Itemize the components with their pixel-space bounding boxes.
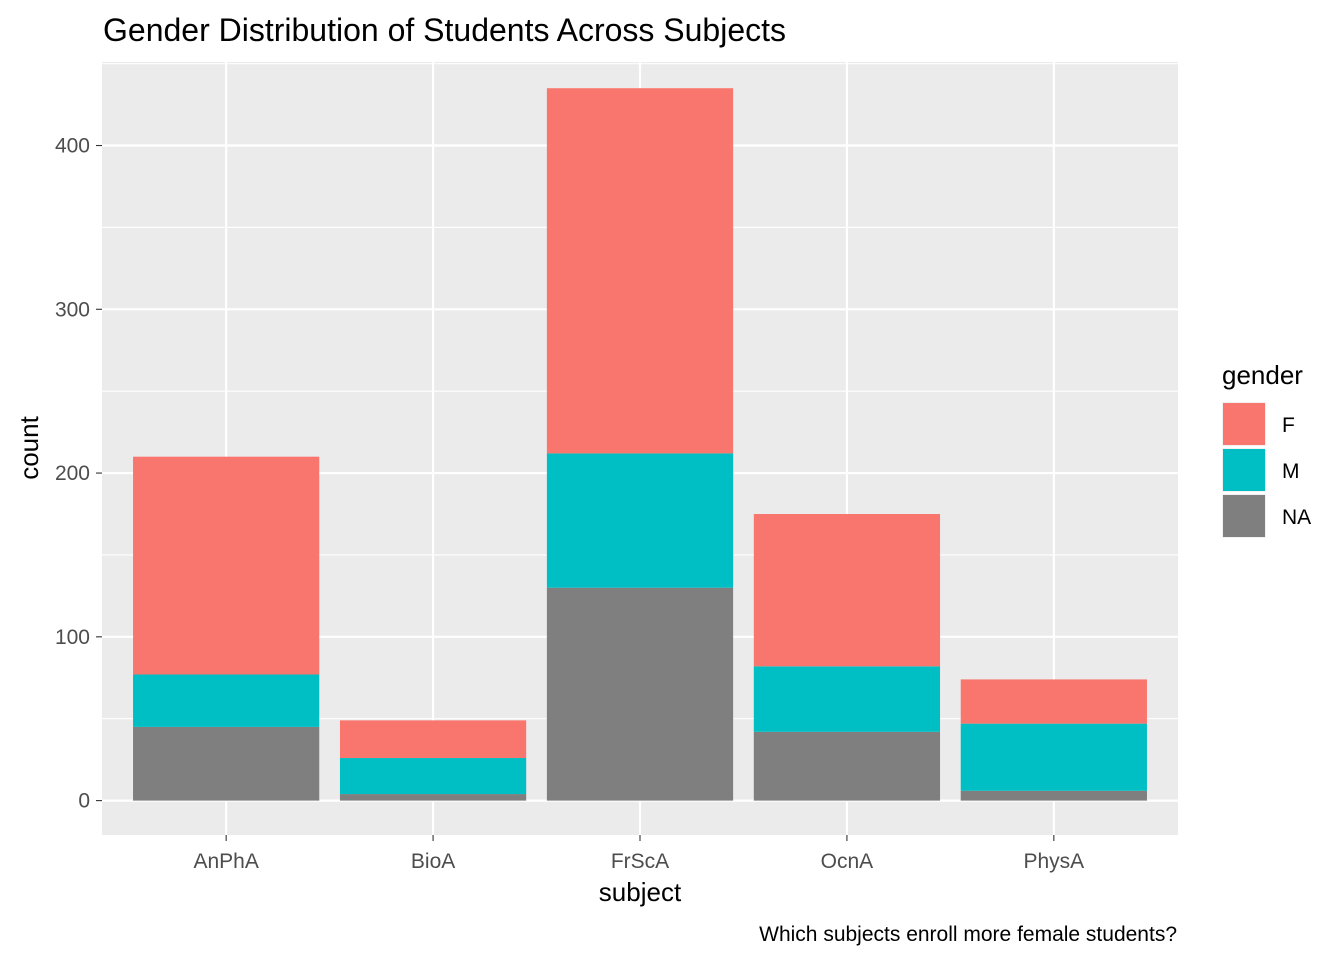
bar-segment-f — [753, 514, 941, 667]
bar-segment-na — [960, 790, 1147, 801]
chart-caption: Which subjects enroll more female studen… — [759, 923, 1177, 946]
x-axis-title: subject — [599, 877, 682, 907]
y-tick-label: 300 — [55, 298, 90, 321]
y-tick-label: 400 — [55, 135, 90, 158]
bar-segment-m — [339, 758, 527, 795]
bar-segment-f — [546, 88, 734, 454]
legend-label: F — [1282, 414, 1295, 437]
x-tick-label: OcnA — [821, 850, 874, 873]
legend-swatch-m — [1223, 449, 1265, 491]
legend-label: NA — [1282, 506, 1311, 529]
x-tick-label: FrScA — [611, 850, 669, 873]
bar-segment-m — [753, 666, 941, 732]
y-tick-label: 0 — [78, 790, 90, 813]
bar-segment-na — [546, 587, 734, 801]
x-axis: AnPhA BioA FrScA OcnA PhysA — [193, 835, 1084, 873]
bar-segment-m — [546, 453, 734, 588]
legend-title: gender — [1222, 360, 1303, 390]
x-tick-label: BioA — [411, 850, 455, 873]
y-tick-label: 100 — [55, 626, 90, 649]
y-tick-label: 200 — [55, 462, 90, 485]
bar-segment-m — [960, 723, 1147, 791]
bar-segment-m — [133, 674, 320, 727]
x-tick-label: PhysA — [1023, 850, 1084, 873]
bar-segment-f — [133, 456, 320, 675]
bar-segment-na — [339, 794, 527, 801]
legend-swatch-na — [1223, 495, 1265, 537]
legend-swatch-f — [1223, 403, 1265, 445]
bar-segment-f — [339, 720, 527, 759]
bar-segment-na — [753, 731, 941, 801]
bar-segment-f — [960, 679, 1147, 724]
chart-title: Gender Distribution of Students Across S… — [103, 12, 786, 48]
y-axis-title: count — [14, 415, 44, 479]
bars — [133, 88, 1147, 801]
x-tick-label: AnPhA — [193, 850, 258, 873]
y-axis: 0 100 200 300 400 — [55, 135, 102, 813]
legend-label: M — [1282, 460, 1300, 483]
bar-segment-na — [133, 726, 320, 801]
legend: gender FM NA — [1222, 360, 1311, 538]
